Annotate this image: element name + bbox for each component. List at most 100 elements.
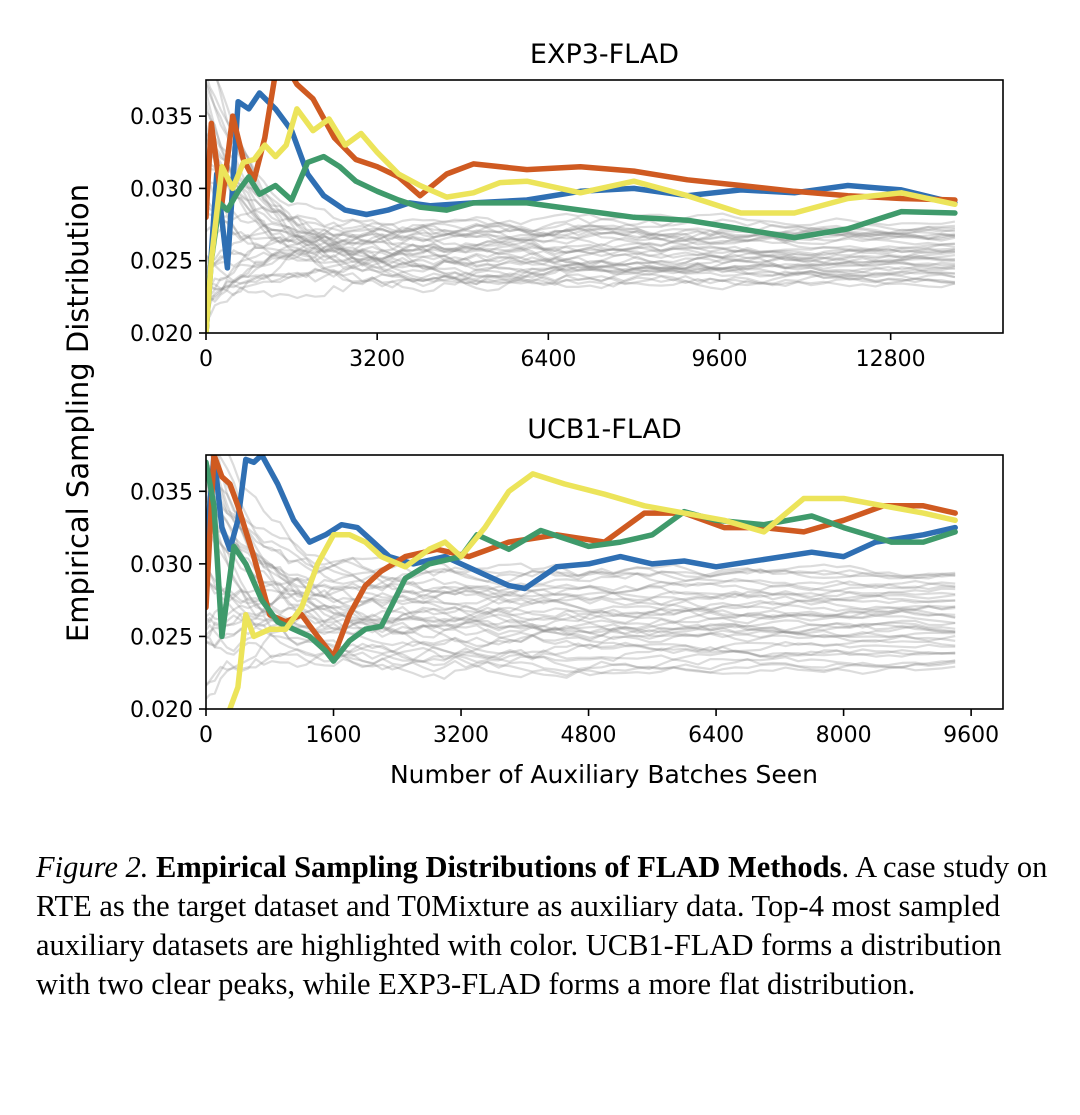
- series-line-yellow: [227, 471, 958, 709]
- x-tick-label: 3200: [349, 347, 405, 372]
- background-series-line: [216, 455, 956, 643]
- background-series-line: [206, 256, 955, 295]
- background-series-line: [206, 642, 956, 687]
- background-series-line: [206, 491, 956, 680]
- x-tick-label: 0: [199, 723, 213, 748]
- series-line-orange: [206, 80, 958, 221]
- background-series-group: [206, 455, 956, 700]
- x-tick-label: 8000: [816, 723, 872, 748]
- x-tick-label: 4800: [561, 723, 617, 748]
- background-series-line: [206, 573, 956, 606]
- caption-period: .: [841, 850, 850, 884]
- background-series-line: [206, 101, 955, 263]
- y-tick-label: 0.020: [130, 322, 193, 347]
- exp3-flad-panel: EXP3-FLAD 0 3200 6400 9600 12800 0.020 0.025 0.0…: [130, 39, 1004, 372]
- figure-caption: Figure 2. Empirical Sampling Distributio…: [36, 848, 1051, 1004]
- background-series-line: [206, 489, 956, 613]
- background-series-line: [206, 227, 956, 305]
- figure: EXP3-FLAD 0 3200 6400 9600 12800 0.020 0.025 0.0…: [61, 39, 1004, 789]
- x-tick-label: 1600: [306, 723, 362, 748]
- axes-frame: [205, 79, 1004, 334]
- y-tick-label: 0.025: [130, 250, 193, 275]
- background-series-line: [206, 562, 956, 640]
- series-line-green: [206, 459, 958, 664]
- background-series-line: [206, 228, 956, 317]
- series-line-orange: [206, 455, 958, 660]
- panel-title: UCB1-FLAD: [527, 414, 682, 445]
- background-series-line: [206, 202, 955, 236]
- background-series-line: [216, 80, 955, 278]
- background-series-line: [206, 241, 956, 265]
- background-series-line: [206, 198, 955, 283]
- background-series-line: [206, 83, 956, 259]
- background-series-line: [206, 254, 955, 291]
- x-tick-label: 12800: [856, 347, 926, 372]
- background-series-line: [206, 249, 955, 271]
- background-series-line: [209, 455, 956, 639]
- background-series-line: [206, 111, 955, 277]
- background-series-line: [206, 222, 956, 291]
- background-series-line: [206, 495, 956, 637]
- background-series-line: [206, 635, 956, 671]
- y-tick-label: 0.035: [130, 480, 193, 505]
- background-series-line: [206, 515, 956, 639]
- caption-text: A case study on RTE as the target datase…: [36, 850, 1048, 1001]
- background-series-line: [206, 138, 955, 268]
- background-series-line: [206, 500, 956, 613]
- background-series-line: [215, 80, 956, 279]
- caption-title: Empirical Sampling Distributions of FLAD…: [156, 850, 842, 884]
- background-series-line: [206, 175, 956, 263]
- panel-title: EXP3-FLAD: [530, 39, 679, 70]
- background-series-line: [206, 561, 956, 674]
- x-tick-label: 3200: [433, 723, 489, 748]
- x-tick-label: 6400: [688, 723, 744, 748]
- x-tick-label: 9600: [692, 347, 748, 372]
- background-series-group: [206, 80, 956, 318]
- background-series-line: [206, 589, 956, 628]
- background-series-line: [206, 508, 956, 677]
- background-series-line: [206, 90, 956, 286]
- y-tick-label: 0.025: [130, 625, 193, 650]
- background-series-line: [227, 455, 956, 583]
- x-tick-label: 6400: [520, 347, 576, 372]
- y-tick-label: 0.030: [130, 177, 193, 202]
- background-series-line: [206, 159, 956, 241]
- background-series-line: [206, 224, 956, 275]
- background-series-line: [206, 629, 956, 660]
- axes-frame: [205, 454, 1004, 710]
- background-series-line: [212, 455, 956, 655]
- background-series-line: [206, 263, 956, 288]
- caption-figure-label: Figure 2.: [36, 850, 149, 884]
- plot-area: [206, 455, 958, 709]
- shared-x-axis-label: Number of Auxiliary Batches Seen: [390, 760, 818, 789]
- background-series-line: [206, 461, 956, 619]
- y-tick-label: 0.020: [130, 698, 193, 723]
- series-line-yellow: [206, 106, 958, 333]
- series-line-green: [206, 153, 958, 333]
- background-series-line: [206, 480, 956, 586]
- background-series-line: [206, 467, 956, 648]
- background-series-line: [206, 213, 956, 259]
- background-series-line: [206, 567, 956, 628]
- background-series-line: [206, 133, 956, 268]
- shared-y-axis-label: Empirical Sampling Distribution: [61, 184, 95, 642]
- x-tick-label: 9600: [943, 723, 999, 748]
- background-series-line: [206, 222, 956, 242]
- background-series-line: [206, 514, 956, 624]
- background-series-line: [206, 133, 956, 294]
- background-series-line: [206, 124, 956, 278]
- y-tick-label: 0.035: [130, 105, 193, 130]
- background-series-line: [206, 511, 956, 602]
- plot-area: [206, 80, 958, 333]
- ucb1-flad-panel: UCB1-FLAD 0 1600 3200 4800 6400 8000 9600 0.020 0…: [130, 414, 1004, 748]
- background-series-line: [206, 585, 956, 647]
- background-series-line: [206, 181, 955, 292]
- background-series-line: [206, 271, 956, 305]
- background-series-line: [206, 80, 955, 234]
- background-series-line: [206, 81, 955, 262]
- x-tick-label: 0: [199, 347, 213, 372]
- background-series-line: [206, 212, 956, 261]
- series-line-blue: [206, 90, 958, 333]
- background-series-line: [206, 646, 956, 686]
- background-series-line: [206, 235, 955, 289]
